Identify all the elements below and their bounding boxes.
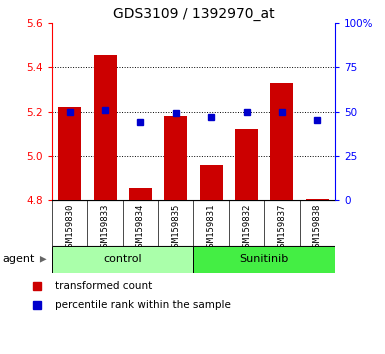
Bar — [270, 83, 293, 200]
Bar — [129, 188, 152, 200]
Bar — [193, 246, 335, 273]
Bar — [164, 116, 187, 200]
Text: GSM159838: GSM159838 — [313, 204, 322, 252]
Text: GSM159837: GSM159837 — [277, 204, 286, 252]
Text: agent: agent — [3, 254, 35, 264]
Bar — [200, 165, 223, 200]
Text: GSM159831: GSM159831 — [207, 204, 216, 252]
Text: percentile rank within the sample: percentile rank within the sample — [55, 300, 231, 310]
Text: GSM159833: GSM159833 — [100, 204, 110, 252]
Bar — [52, 246, 193, 273]
Text: GSM159834: GSM159834 — [136, 204, 145, 252]
Bar — [58, 107, 81, 200]
Text: transformed count: transformed count — [55, 281, 152, 291]
Text: GSM159830: GSM159830 — [65, 204, 74, 252]
Bar — [94, 55, 117, 200]
Bar — [306, 199, 329, 200]
Text: GSM159832: GSM159832 — [242, 204, 251, 252]
Text: Sunitinib: Sunitinib — [239, 254, 289, 264]
Title: GDS3109 / 1392970_at: GDS3109 / 1392970_at — [113, 7, 274, 21]
Text: control: control — [104, 254, 142, 264]
Bar — [235, 129, 258, 200]
Text: GSM159835: GSM159835 — [171, 204, 180, 252]
